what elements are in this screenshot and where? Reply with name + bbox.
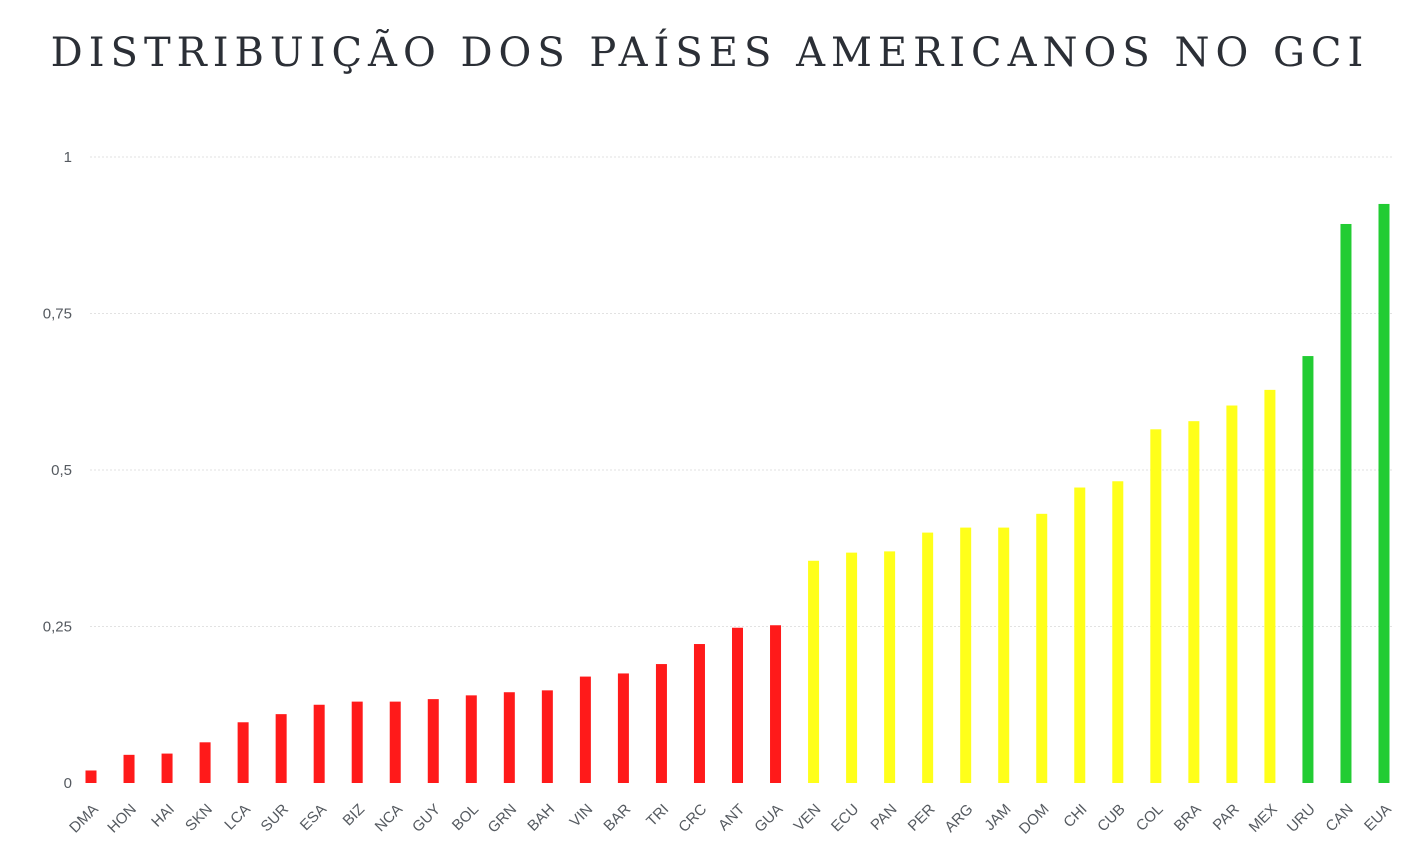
bar-crc bbox=[693, 644, 705, 783]
x-tick-label-arg: ARG bbox=[941, 801, 976, 836]
x-tick-label-grn: GRN bbox=[485, 801, 521, 837]
bar-eua bbox=[1378, 203, 1390, 783]
y-tick-label: 0 bbox=[64, 775, 72, 792]
x-tick-label-bol: BOL bbox=[449, 801, 482, 834]
bar-uru bbox=[1302, 356, 1314, 783]
bar-bar bbox=[617, 673, 629, 783]
x-tick-label-ecu: ECU bbox=[828, 801, 862, 835]
bar-tri bbox=[655, 664, 667, 783]
x-tick-label-uru: URU bbox=[1284, 801, 1319, 836]
x-tick-label-bar: BAR bbox=[600, 801, 634, 835]
bar-ven bbox=[808, 560, 820, 783]
x-tick-label-dom: DOM bbox=[1016, 801, 1053, 838]
x-tick-label-hai: HAI bbox=[148, 801, 178, 831]
x-tick-label-can: CAN bbox=[1322, 801, 1356, 835]
bar-ant bbox=[732, 627, 743, 783]
x-tick-label-ven: VEN bbox=[791, 801, 825, 835]
bar-biz bbox=[351, 701, 363, 783]
bar-per bbox=[922, 532, 934, 783]
bar-mex bbox=[1264, 389, 1276, 783]
x-tick-label-biz: BIZ bbox=[340, 801, 369, 830]
bar-dma bbox=[85, 770, 97, 783]
bar-col bbox=[1150, 429, 1162, 783]
x-tick-label-vin: VIN bbox=[567, 801, 597, 831]
bar-chi bbox=[1074, 487, 1086, 783]
bar-pan bbox=[884, 551, 896, 783]
x-tick-label-guy: GUY bbox=[409, 801, 444, 836]
bar-par bbox=[1226, 405, 1238, 783]
x-tick-label-cub: CUB bbox=[1094, 801, 1128, 835]
bar-ecu bbox=[846, 552, 858, 783]
x-tick-label-per: PER bbox=[905, 801, 939, 835]
x-tick-label-gua: GUA bbox=[751, 801, 786, 836]
x-tick-label-pan: PAN bbox=[867, 801, 900, 834]
y-axis-ticks: 0 0,25 0,5 0,75 1 bbox=[43, 149, 72, 792]
bar-can bbox=[1340, 223, 1352, 783]
x-tick-label-par: PAR bbox=[1210, 801, 1243, 834]
chart-title: DISTRIBUIÇÃO DOS PAÍSES AMERICANOS NO GC… bbox=[50, 30, 1370, 76]
y-tick-label: 0,75 bbox=[43, 306, 72, 323]
bar-jam bbox=[998, 527, 1010, 783]
x-tick-label-ant: ANT bbox=[715, 801, 748, 834]
bar-arg bbox=[960, 527, 972, 783]
x-tick-label-chi: CHI bbox=[1060, 801, 1090, 831]
y-tick-label: 1 bbox=[64, 149, 72, 166]
bar-hai bbox=[161, 753, 173, 783]
bar-vin bbox=[579, 676, 591, 783]
x-tick-label-crc: CRC bbox=[675, 801, 710, 836]
x-tick-label-hon: HON bbox=[104, 801, 140, 837]
bar-hon bbox=[123, 754, 135, 783]
bar-cub bbox=[1112, 481, 1124, 783]
y-tick-label: 0,25 bbox=[43, 619, 72, 636]
x-tick-label-esa: ESA bbox=[297, 801, 330, 834]
bar-sur bbox=[275, 714, 287, 783]
bar-grn bbox=[503, 692, 515, 783]
bar-gua bbox=[770, 625, 782, 783]
x-tick-label-sur: SUR bbox=[258, 801, 293, 836]
bar-bol bbox=[465, 695, 477, 783]
bar-bra bbox=[1188, 421, 1200, 783]
grid-lines bbox=[90, 156, 1392, 627]
x-tick-label-bah: BAH bbox=[524, 801, 558, 835]
bar-nca bbox=[389, 701, 401, 783]
bars bbox=[85, 203, 1390, 783]
y-tick-label: 0,5 bbox=[51, 462, 72, 479]
x-tick-label-bra: BRA bbox=[1171, 801, 1205, 835]
x-tick-label-mex: MEX bbox=[1246, 801, 1281, 836]
x-axis-labels: DMA HON HAI SKN LCA SUR ESA BIZ NCA GUY BOL GRN BAH V… bbox=[66, 801, 1395, 838]
x-tick-label-eua: EUA bbox=[1361, 801, 1395, 835]
bar-guy bbox=[427, 699, 439, 783]
bar-bah bbox=[541, 690, 553, 783]
x-tick-label-jam: JAM bbox=[981, 801, 1014, 834]
bar-esa bbox=[313, 704, 325, 783]
x-tick-label-col: COL bbox=[1133, 801, 1167, 835]
x-tick-label-nca: NCA bbox=[372, 801, 406, 835]
x-tick-label-dma: DMA bbox=[66, 801, 102, 837]
bar-lca bbox=[237, 722, 249, 783]
x-tick-label-skn: SKN bbox=[182, 801, 216, 835]
x-tick-label-tri: TRI bbox=[643, 801, 672, 830]
bar-dom bbox=[1036, 513, 1048, 783]
bar-skn bbox=[199, 742, 211, 783]
x-tick-label-lca: LCA bbox=[221, 801, 254, 834]
